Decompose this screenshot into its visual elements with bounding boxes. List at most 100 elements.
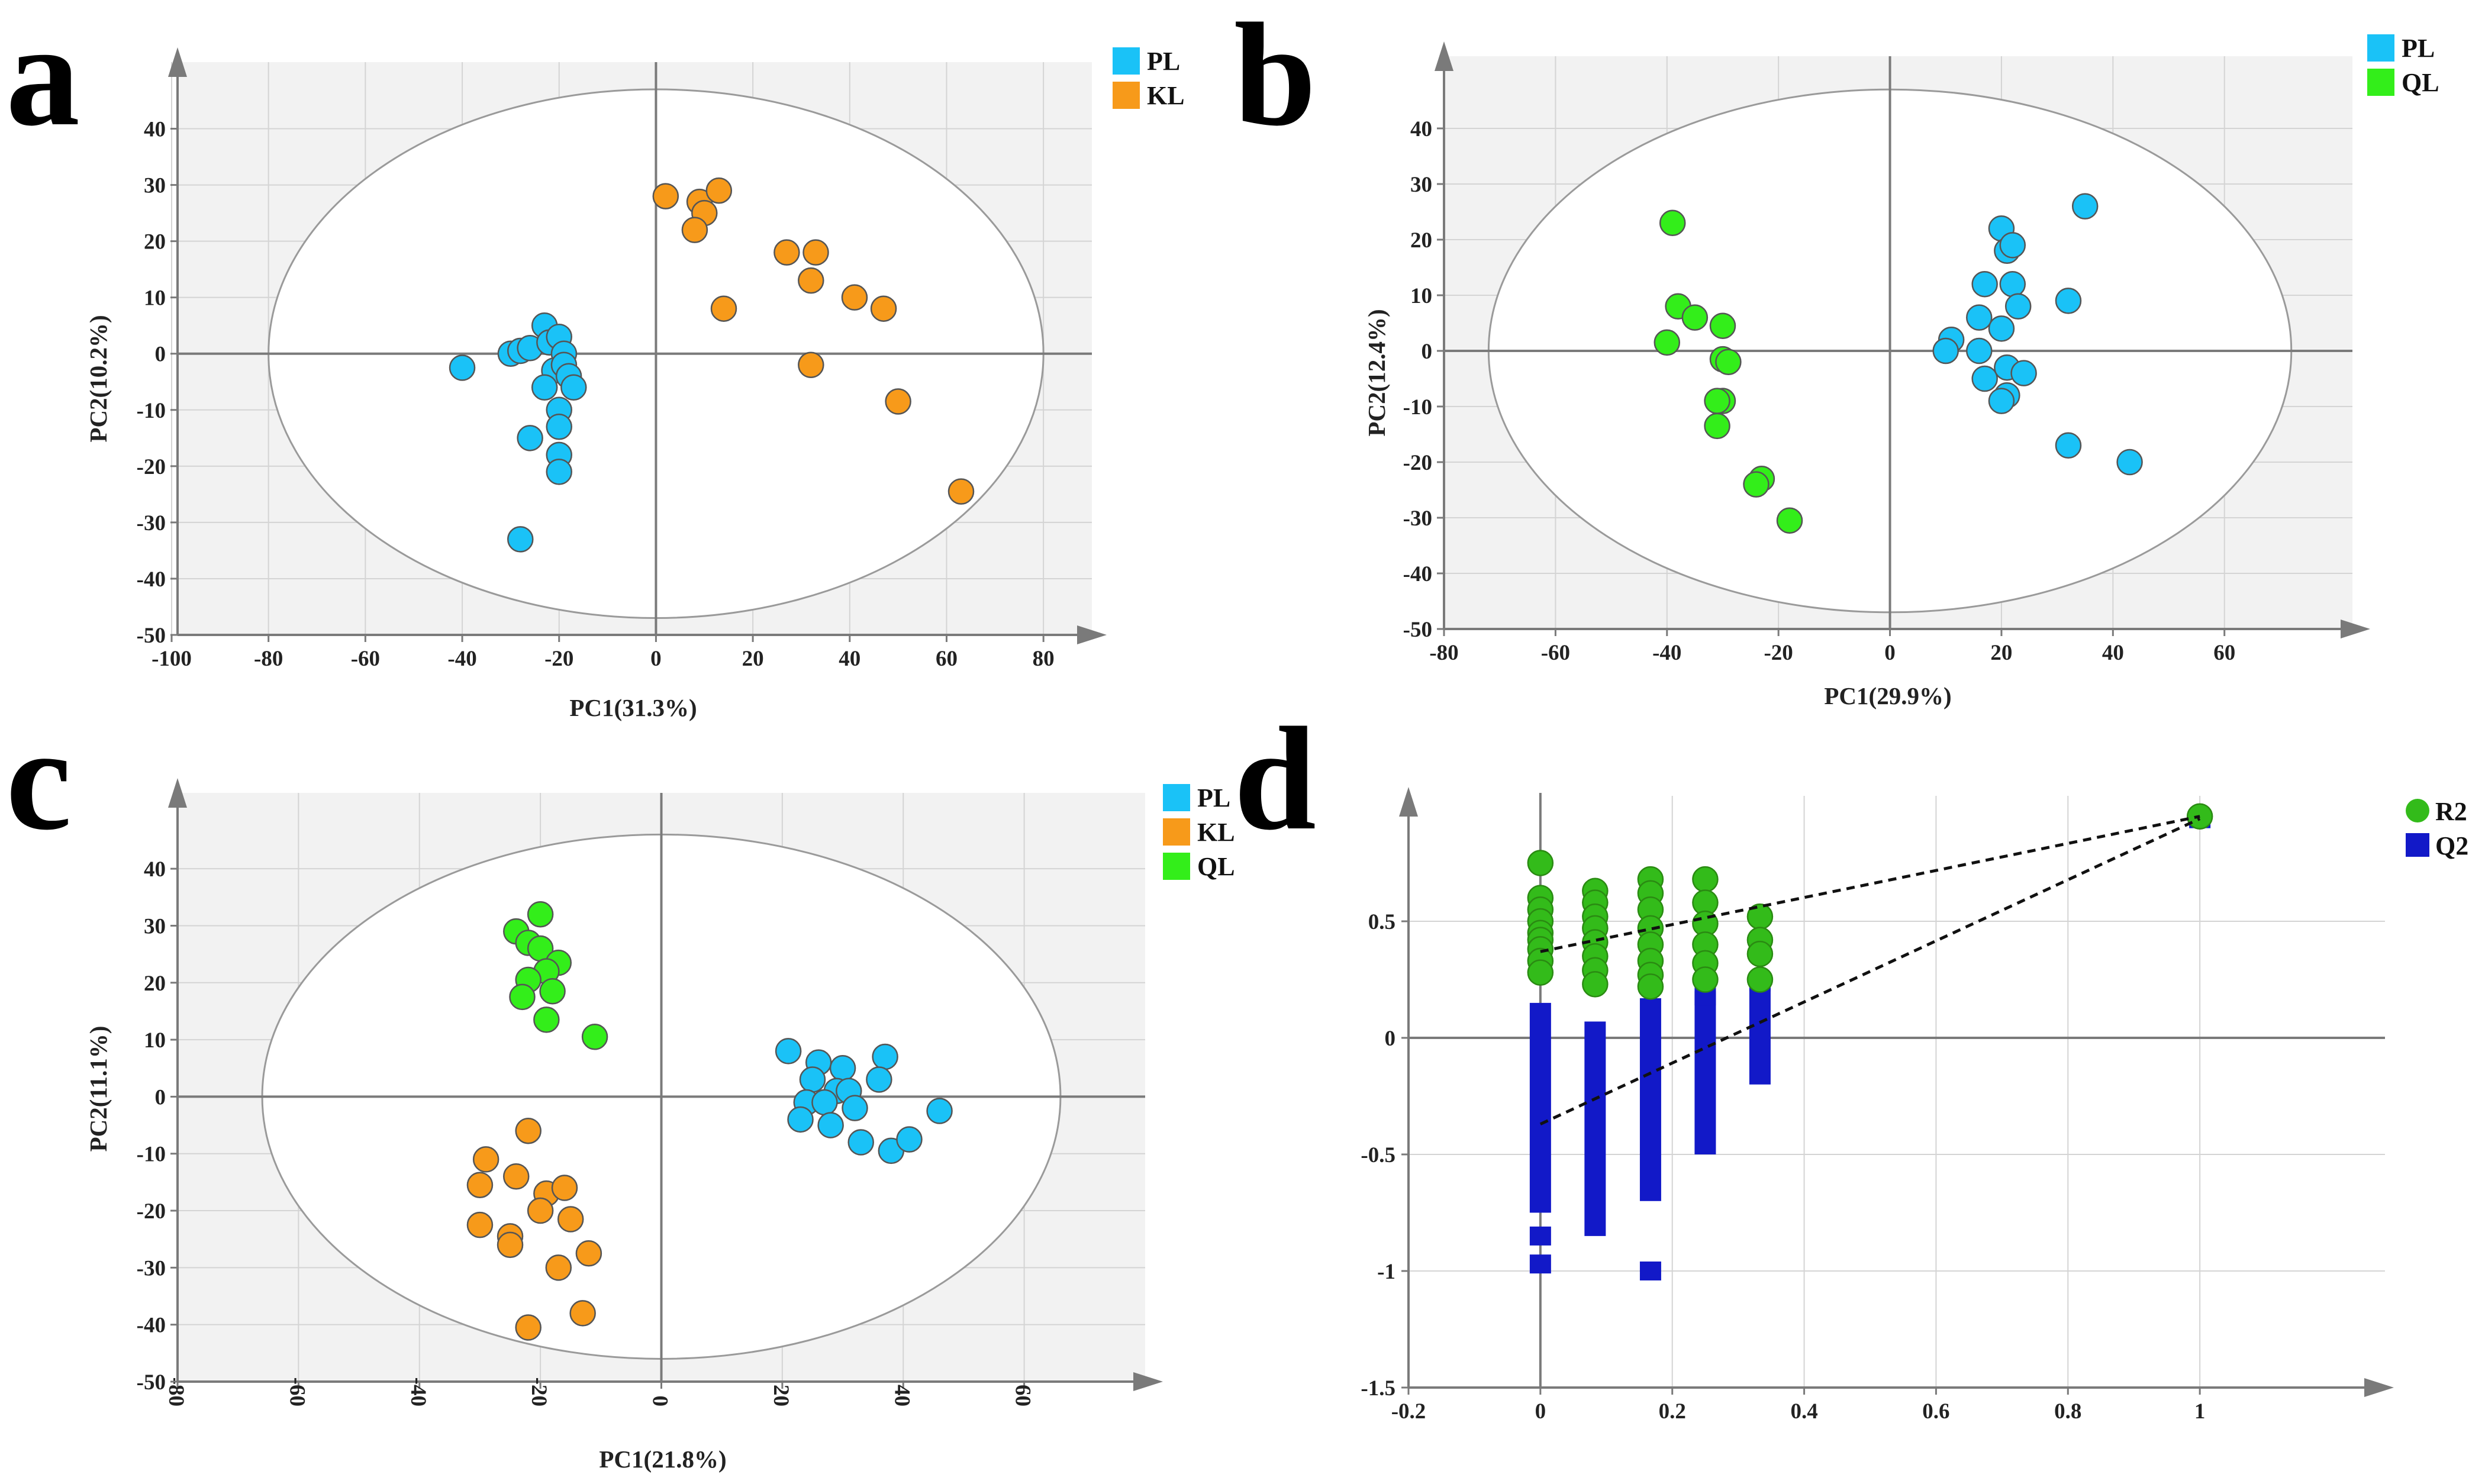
point-pl xyxy=(1971,365,1998,392)
regression-line-q2 xyxy=(1539,817,2201,1126)
r2-point xyxy=(1746,940,1774,967)
y-tick-label: -50 xyxy=(1403,618,1432,642)
point-kl xyxy=(515,1117,542,1144)
point-kl xyxy=(802,239,829,266)
x-tick-label: -20 xyxy=(527,1377,551,1406)
point-pl xyxy=(1971,270,1998,298)
point-kl xyxy=(472,1146,499,1173)
y-tick-label: 10 xyxy=(144,286,166,311)
x-tick-label: 40 xyxy=(839,647,860,671)
x-tick-label: -40 xyxy=(406,1377,430,1406)
legend-label-pl: PL xyxy=(2402,34,2435,63)
point-kl xyxy=(652,183,679,209)
point-pl xyxy=(1966,304,1993,331)
point-pl xyxy=(1999,232,2026,259)
x-axis-arrow xyxy=(2341,620,2370,638)
point-pl xyxy=(2055,432,2082,459)
y-tick-label: -40 xyxy=(137,1314,166,1338)
point-kl xyxy=(557,1206,584,1233)
point-ql xyxy=(1743,471,1770,498)
x-tick-label: -40 xyxy=(447,647,476,671)
point-pl xyxy=(1988,388,2015,414)
point-pl xyxy=(2116,449,2143,476)
point-pl xyxy=(842,1095,868,1121)
legend-swatch-kl xyxy=(1113,82,1140,109)
panel-letter-a: a xyxy=(6,0,80,157)
y-tick-label: -50 xyxy=(137,1370,166,1395)
panel-b: -80 -60 -40 -20 0 20 40 60 -50 -40 -30 -20 -10 0 10 20 3… xyxy=(1234,0,2439,709)
x-tick-label: 0 xyxy=(650,647,662,671)
point-kl xyxy=(798,351,824,378)
x-tick-label: 0.2 xyxy=(1659,1399,1686,1424)
y-axis-title: PC2(10.2%) xyxy=(85,315,112,442)
panel-letter-d: d xyxy=(1234,697,1316,861)
point-ql xyxy=(1704,412,1730,440)
y-tick-label: 30 xyxy=(144,914,166,938)
r2-point xyxy=(1527,850,1554,876)
q2-point xyxy=(1529,1254,1551,1274)
point-pl xyxy=(507,526,534,553)
y-tick-label: -50 xyxy=(137,624,166,648)
y-tick-label: -10 xyxy=(1403,395,1432,420)
y-tick-label: 30 xyxy=(1410,173,1432,197)
legend-swatch-q2 xyxy=(2406,833,2429,857)
y-tick-label: -1 xyxy=(1377,1260,1395,1284)
y-axis-arrow xyxy=(168,778,187,808)
point-pl xyxy=(872,1043,898,1070)
q2-bar xyxy=(1694,991,1716,1154)
point-pl xyxy=(449,354,476,381)
point-kl xyxy=(885,388,911,415)
point-kl xyxy=(466,1172,494,1198)
point-pl xyxy=(1988,315,2015,342)
y-tick-label: -30 xyxy=(137,1256,166,1280)
point-pl xyxy=(829,1055,856,1082)
point-kl xyxy=(515,1314,542,1341)
point-kl xyxy=(773,239,800,266)
q2-point xyxy=(1529,1226,1551,1246)
legend-swatch-pl xyxy=(2367,34,2394,62)
y-axis-arrow xyxy=(1435,41,1453,71)
legend-swatch-ql xyxy=(1163,853,1190,880)
point-pl xyxy=(546,459,572,485)
point-ql xyxy=(1659,209,1686,237)
x-tick-label: -80 xyxy=(254,647,283,671)
point-pl xyxy=(2055,288,2082,314)
legend-label-kl: KL xyxy=(1147,81,1185,110)
point-pl xyxy=(1999,270,2026,298)
y-axis-title: PC2(11.1%) xyxy=(85,1026,112,1152)
legend-label-pl: PL xyxy=(1147,47,1180,76)
x-tick-label: 40 xyxy=(889,1385,914,1406)
point-ql xyxy=(581,1024,608,1050)
point-kl xyxy=(798,267,824,294)
point-pl xyxy=(811,1089,838,1116)
x-tick-label: -40 xyxy=(1652,641,1681,665)
point-kl xyxy=(841,284,868,311)
point-kl xyxy=(503,1163,530,1190)
x-tick-label: 20 xyxy=(769,1385,793,1406)
point-ql xyxy=(1709,312,1736,339)
y-tick-label: -30 xyxy=(137,511,166,535)
x-axis-title: PC1(21.8%) xyxy=(599,1446,726,1473)
legend-label-r2: R2 xyxy=(2435,797,2467,826)
y-tick-label: 0.5 xyxy=(1368,910,1395,934)
point-pl xyxy=(517,425,543,451)
point-pl xyxy=(775,1038,802,1064)
q2-bar xyxy=(1639,998,1661,1201)
x-tick-label: 0.8 xyxy=(2054,1399,2081,1424)
point-kl xyxy=(705,177,733,204)
point-pl xyxy=(799,1066,826,1093)
point-pl xyxy=(560,374,587,401)
y-tick-label: -20 xyxy=(1403,451,1432,475)
point-kl xyxy=(527,1197,554,1224)
r2-point xyxy=(1637,973,1664,1000)
panel-letter-b: b xyxy=(1234,0,1316,157)
y-tick-label: 0 xyxy=(155,1085,166,1109)
point-ql xyxy=(539,977,566,1005)
x-tick-label: 40 xyxy=(2102,641,2124,665)
y-tick-label: 40 xyxy=(1410,117,1432,141)
point-kl xyxy=(569,1300,596,1327)
panel-letter-c: c xyxy=(6,697,72,861)
point-kl xyxy=(681,217,708,243)
y-tick-label: -40 xyxy=(137,567,166,592)
panel-a: -100 -80 -60 -40 -20 0 20 40 60 80-50-40-30-20-10… xyxy=(6,0,1185,721)
